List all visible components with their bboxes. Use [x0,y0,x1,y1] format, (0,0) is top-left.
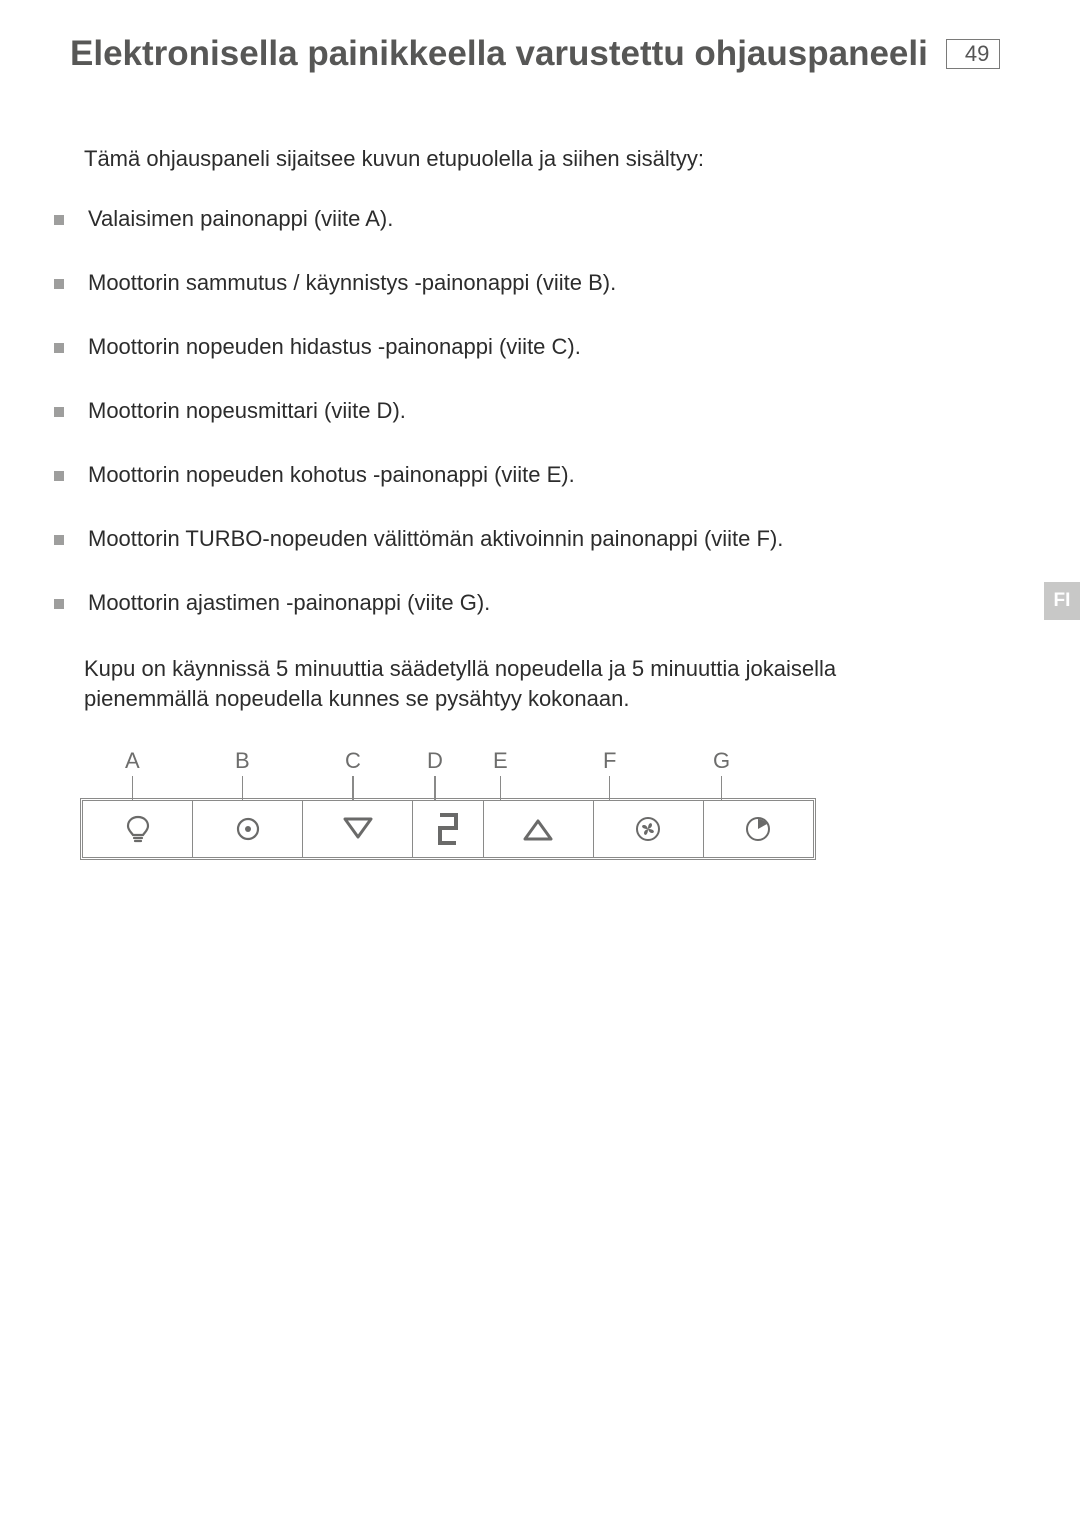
header: Elektronisella painikkeella varustettu o… [70,34,1010,74]
list-item: Valaisimen painonappi (viite A). [70,206,1010,232]
language-tab: FI [1044,582,1080,620]
bullet-square-icon [54,279,64,289]
bullet-square-icon [54,471,64,481]
list-item: Moottorin nopeuden kohotus -painonappi (… [70,462,1010,488]
list-item-text: Moottorin nopeusmittari (viite D). [88,398,406,424]
list-item: Moottorin nopeusmittari (viite D). [70,398,1010,424]
down-icon [341,815,375,843]
panel-cell [413,801,483,857]
panel-cell [594,801,704,857]
diagram-label: B [235,748,250,774]
list-item-text: Moottorin sammutus / käynnistys -painona… [88,270,616,296]
page-title: Elektronisella painikkeella varustettu o… [70,34,928,74]
bullet-square-icon [54,215,64,225]
control-panel-diagram: A B C D E F G [80,748,1010,860]
list-item-text: Moottorin nopeuden kohotus -painonappi (… [88,462,575,488]
bullet-square-icon [54,599,64,609]
diagram-label: A [125,748,140,774]
diagram-label: F [603,748,616,774]
list-item: Moottorin sammutus / käynnistys -painona… [70,270,1010,296]
diagram-label: E [493,748,508,774]
panel-cell [83,801,193,857]
list-item-text: Moottorin nopeuden hidastus -painonappi … [88,334,581,360]
up-icon [521,815,555,843]
diagram-label: G [713,748,730,774]
language-tab-label: FI [1054,590,1071,612]
closing-text: Kupu on käynnissä 5 minuuttia säädetyllä… [84,654,954,714]
list-item: Moottorin TURBO-nopeuden välittömän akti… [70,526,1010,552]
bullet-list: Valaisimen painonappi (viite A). Moottor… [70,206,1010,616]
panel-cell [303,801,413,857]
panel-cell [704,801,813,857]
digit-icon [434,811,462,847]
list-item: Moottorin ajastimen -painonappi (viite G… [70,590,1010,616]
list-item-text: Moottorin ajastimen -painonappi (viite G… [88,590,490,616]
bullet-square-icon [54,343,64,353]
panel-cell [484,801,594,857]
page-number-box: 49 [946,39,1000,69]
intro-text: Tämä ohjauspaneli sijaitsee kuvun etupuo… [84,146,1010,172]
light-icon [124,814,152,844]
bullet-square-icon [54,535,64,545]
diagram-label: C [345,748,361,774]
list-item-text: Moottorin TURBO-nopeuden välittömän akti… [88,526,783,552]
power-icon [235,816,261,842]
diagram-label: D [427,748,443,774]
fan-icon [635,816,661,842]
panel-cell [193,801,303,857]
list-item-text: Valaisimen painonappi (viite A). [88,206,393,232]
page-number: 49 [965,40,989,68]
bullet-square-icon [54,407,64,417]
timer-icon [745,816,771,842]
list-item: Moottorin nopeuden hidastus -painonappi … [70,334,1010,360]
